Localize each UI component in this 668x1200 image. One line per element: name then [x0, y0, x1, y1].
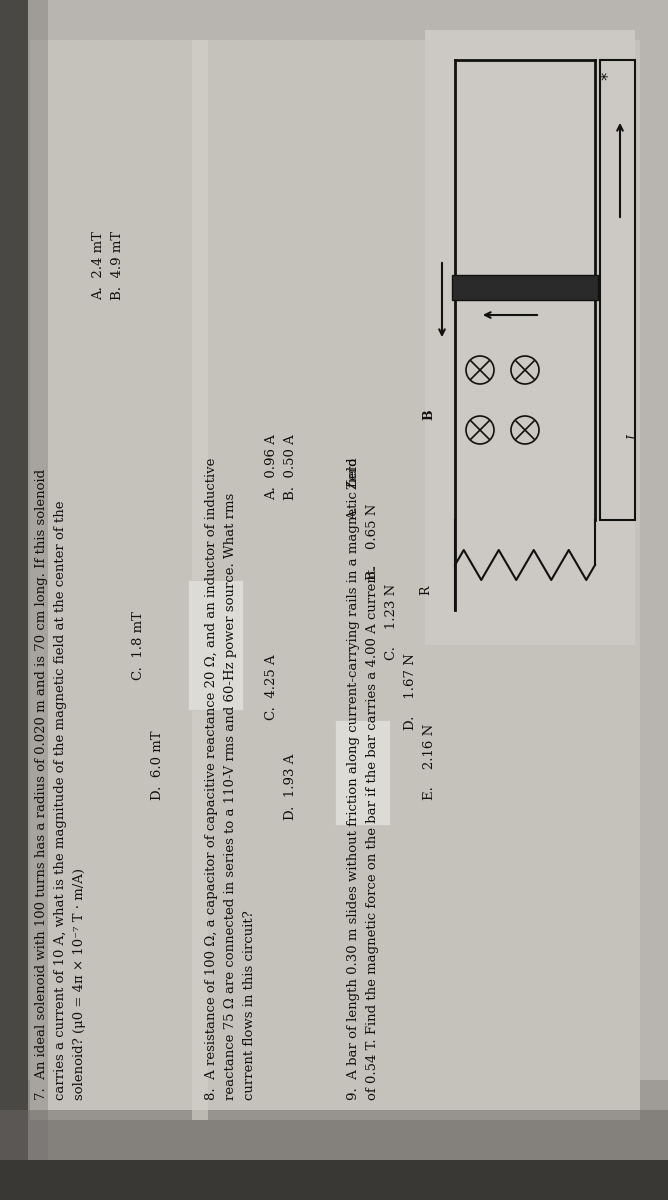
Bar [188, 580, 243, 710]
Bar [0, 1160, 668, 1200]
Bar [425, 30, 635, 646]
Text: *: * [599, 72, 617, 80]
Text: D.  1.93 A: D. 1.93 A [284, 754, 297, 820]
Text: of 0.54 T. Find the magnetic force on the bar if the bar carries a 4.00 A curren: of 0.54 T. Find the magnetic force on th… [366, 565, 379, 1100]
Bar [0, 1110, 668, 1160]
Text: current flows in this circuit?: current flows in this circuit? [243, 911, 256, 1100]
Text: A.  2.4 mT: A. 2.4 mT [92, 232, 105, 300]
Text: A.    Zero: A. Zero [347, 458, 360, 520]
Text: C.  4.25 A: C. 4.25 A [265, 654, 278, 720]
Bar [28, 0, 48, 1200]
Text: C.  1.8 mT: C. 1.8 mT [132, 611, 145, 680]
Text: D.    1.67 N: D. 1.67 N [404, 653, 417, 730]
Text: solenoid? (μ0 = 4π × 10⁻⁷ T · m/A): solenoid? (μ0 = 4π × 10⁻⁷ T · m/A) [73, 868, 86, 1100]
Text: R: R [419, 586, 432, 595]
Text: C.    1.23 N: C. 1.23 N [385, 583, 398, 660]
Text: B.  4.9 mT: B. 4.9 mT [111, 230, 124, 300]
Text: A.  0.96 A: A. 0.96 A [265, 434, 278, 500]
Bar [192, 40, 208, 1120]
Bar [0, 0, 28, 1200]
Bar [600, 60, 635, 520]
Bar [0, 1080, 668, 1200]
Text: 7.  An ideal solenoid with 100 turns has a radius of 0.020 m and is 70 cm long. : 7. An ideal solenoid with 100 turns has … [35, 469, 48, 1100]
Text: reactance 75 Ω are connected in series to a 110-V rms and 60-Hz power source. Wh: reactance 75 Ω are connected in series t… [224, 493, 237, 1100]
Text: E.    2.16 N: E. 2.16 N [423, 724, 436, 800]
Text: B.  0.50 A: B. 0.50 A [284, 434, 297, 500]
Text: D.  6.0 mT: D. 6.0 mT [151, 731, 164, 800]
Text: 9.  A bar of length 0.30 m slides without friction along current-carrying rails : 9. A bar of length 0.30 m slides without… [347, 457, 360, 1100]
Text: B.    0.65 N: B. 0.65 N [366, 504, 379, 580]
Text: I: I [627, 434, 640, 440]
Bar [335, 720, 390, 826]
Text: 8.  A resistance of 100 Ω, a capacitor of capacitive reactance 20 Ω, and an indu: 8. A resistance of 100 Ω, a capacitor of… [205, 457, 218, 1100]
Text: B: B [422, 409, 435, 420]
Text: carries a current of 10 A, what is the magnitude of the magnetic field at the ce: carries a current of 10 A, what is the m… [54, 500, 67, 1100]
Bar [452, 275, 598, 300]
